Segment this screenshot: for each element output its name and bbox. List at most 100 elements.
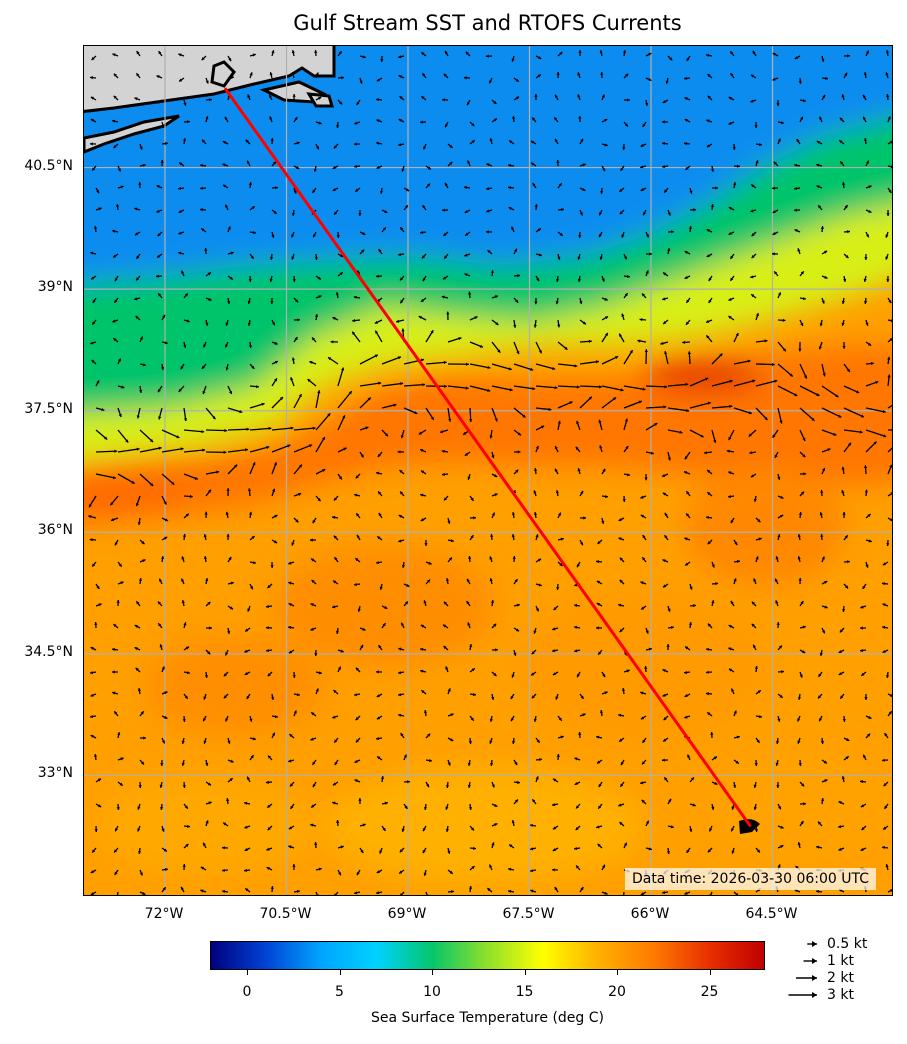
current-arrow xyxy=(293,165,300,170)
current-arrow xyxy=(755,517,761,523)
current-arrow xyxy=(139,736,147,740)
current-arrow xyxy=(821,627,826,634)
current-arrow xyxy=(865,733,871,739)
current-arrow xyxy=(183,693,189,700)
current-arrow xyxy=(645,52,652,57)
current-arrow xyxy=(113,73,119,79)
current-arrow xyxy=(821,448,831,453)
current-arrow xyxy=(865,185,872,189)
current-arrow xyxy=(799,451,806,458)
current-arrow xyxy=(688,621,693,629)
current-arrow xyxy=(227,448,249,453)
current-arrow xyxy=(249,535,256,541)
current-arrow xyxy=(117,781,124,787)
current-arrow xyxy=(799,781,805,787)
sst-map[interactable] xyxy=(84,46,893,896)
current-arrow xyxy=(136,407,141,419)
current-arrow xyxy=(353,582,361,587)
current-arrow xyxy=(645,451,654,455)
current-arrow xyxy=(645,385,668,389)
current-arrow xyxy=(271,341,278,345)
current-arrow xyxy=(535,558,542,563)
current-arrow xyxy=(682,340,691,344)
current-arrow xyxy=(204,511,208,519)
current-arrow xyxy=(469,667,476,673)
current-arrow xyxy=(398,869,405,875)
current-arrow xyxy=(865,429,887,438)
current-arrow xyxy=(601,355,619,365)
current-arrow xyxy=(225,363,229,371)
current-arrow xyxy=(205,801,212,805)
current-arrow xyxy=(887,297,892,304)
current-arrow xyxy=(752,50,757,57)
lon-tick-label: 70.5°W xyxy=(259,906,312,922)
current-arrow xyxy=(513,450,521,454)
current-arrow xyxy=(420,669,427,673)
current-arrow xyxy=(447,713,454,717)
current-arrow xyxy=(379,847,383,854)
current-arrow xyxy=(183,494,193,499)
current-arrow xyxy=(644,349,648,365)
current-arrow xyxy=(354,493,361,497)
map-panel[interactable]: Data time: 2026-03-30 06:00 UTC xyxy=(83,45,893,896)
current-arrow xyxy=(400,429,405,439)
current-arrow xyxy=(535,583,542,587)
current-arrow xyxy=(885,72,889,79)
current-arrow xyxy=(557,253,561,260)
current-arrow xyxy=(843,442,852,453)
current-arrow xyxy=(90,118,97,123)
current-arrow xyxy=(579,297,583,305)
current-arrow xyxy=(617,713,625,717)
current-arrow xyxy=(205,319,209,326)
current-arrow xyxy=(92,297,97,304)
current-arrow xyxy=(90,251,97,255)
current-arrow xyxy=(887,165,892,169)
current-arrow xyxy=(425,733,431,739)
current-arrow xyxy=(359,354,379,365)
current-arrow xyxy=(661,473,669,478)
current-arrow xyxy=(310,627,317,631)
current-arrow xyxy=(530,140,537,145)
current-arrow xyxy=(684,96,691,101)
current-arrow xyxy=(577,275,582,283)
current-arrow xyxy=(887,374,891,387)
current-arrow xyxy=(797,556,801,563)
current-arrow xyxy=(623,274,631,279)
current-arrow xyxy=(445,825,450,833)
current-arrow xyxy=(862,754,867,761)
current-arrow xyxy=(794,163,801,167)
current-arrow xyxy=(557,363,578,368)
current-arrow xyxy=(203,555,208,563)
current-arrow xyxy=(821,385,839,398)
current-arrow xyxy=(337,390,353,409)
current-arrow xyxy=(332,605,339,609)
current-arrow xyxy=(863,71,868,79)
current-arrow xyxy=(533,319,537,328)
current-arrow xyxy=(777,844,784,849)
colorbar-tickmark xyxy=(339,970,341,975)
current-arrow xyxy=(469,385,491,392)
current-arrow xyxy=(733,539,738,546)
current-arrow xyxy=(601,275,605,282)
current-arrow xyxy=(641,293,647,299)
current-arrow xyxy=(733,759,740,765)
current-arrow xyxy=(820,737,825,745)
current-arrow xyxy=(271,396,284,409)
current-arrow xyxy=(315,412,331,431)
current-arrow xyxy=(640,715,647,720)
current-arrow xyxy=(444,50,449,57)
current-arrow xyxy=(200,866,207,871)
current-arrow xyxy=(686,754,691,761)
current-arrow xyxy=(444,121,449,128)
current-arrow xyxy=(554,468,559,475)
current-arrow xyxy=(114,869,119,876)
current-arrow xyxy=(447,557,453,563)
current-arrow xyxy=(354,557,361,563)
current-arrow xyxy=(139,559,146,563)
current-arrow xyxy=(513,759,518,766)
current-arrow xyxy=(423,803,428,811)
current-arrow xyxy=(640,581,647,585)
current-arrow xyxy=(751,231,757,237)
current-arrow xyxy=(887,710,892,717)
current-arrow xyxy=(94,825,98,833)
